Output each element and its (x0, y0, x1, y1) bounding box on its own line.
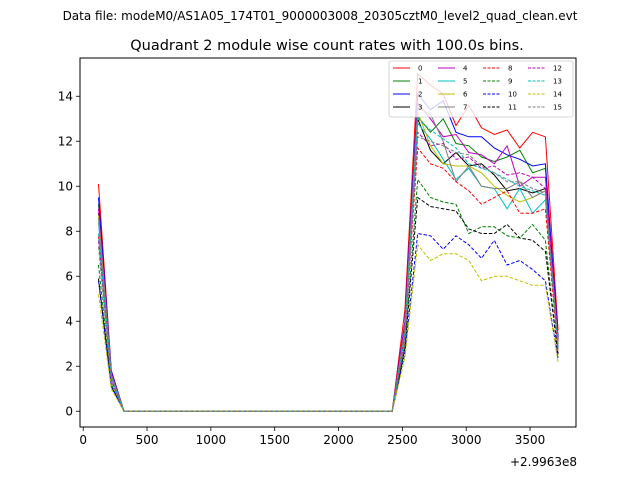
legend-label-2: 2 (418, 91, 422, 99)
y-axis: 0 2 4 6 8 10 12 14 (58, 89, 80, 418)
series-line-13 (98, 117, 559, 412)
x-tick-label: 3000 (451, 433, 482, 447)
legend-label-14: 14 (553, 91, 562, 99)
legend-label-15: 15 (553, 104, 562, 112)
series-line-6 (98, 111, 559, 412)
legend-label-7: 7 (463, 104, 467, 112)
series-line-2 (98, 92, 559, 412)
legend-label-12: 12 (553, 65, 562, 73)
y-tick-label: 8 (65, 224, 73, 238)
series-line-15 (98, 136, 559, 412)
series-line-12 (98, 131, 559, 412)
legend-label-9: 9 (508, 78, 512, 86)
series-line-14 (98, 243, 559, 412)
legend-label-10: 10 (508, 91, 517, 99)
series-lines (98, 72, 559, 412)
series-line-0 (98, 72, 559, 412)
y-tick-label: 4 (65, 314, 73, 328)
legend-label-1: 1 (418, 78, 422, 86)
x-axis-offset-label: +2.9963e8 (510, 455, 577, 469)
y-tick-label: 10 (58, 179, 73, 193)
x-tick-label: 500 (136, 433, 159, 447)
plot-frame (79, 57, 577, 428)
x-tick-label: 3500 (515, 433, 546, 447)
legend-label-5: 5 (463, 78, 467, 86)
series-line-9 (98, 178, 559, 412)
y-tick-label: 6 (65, 269, 73, 283)
x-axis: 0 500 1000 1500 2000 2500 3000 3500 (79, 427, 545, 447)
series-line-4 (98, 101, 559, 412)
y-tick-label: 12 (58, 134, 73, 148)
x-tick-label: 2000 (323, 433, 354, 447)
x-tick-label: 2500 (387, 433, 418, 447)
y-tick-label: 2 (65, 359, 73, 373)
series-line-10 (98, 232, 559, 412)
x-tick-label: 1500 (259, 433, 290, 447)
x-tick-label: 0 (79, 433, 87, 447)
legend-label-11: 11 (508, 104, 517, 112)
y-tick-label: 14 (58, 89, 73, 103)
legend-label-8: 8 (508, 65, 512, 73)
legend-label-0: 0 (418, 65, 422, 73)
legend-box (388, 60, 574, 118)
legend-label-4: 4 (463, 65, 468, 73)
legend-label-3: 3 (418, 104, 422, 112)
series-line-11 (98, 196, 559, 412)
y-tick-label: 0 (65, 404, 73, 418)
legend-label-6: 6 (463, 91, 468, 99)
chart-title: Quadrant 2 module wise count rates with … (130, 38, 524, 54)
legend-label-13: 13 (553, 78, 562, 86)
data-file-label: Data file: modeM0/AS1A05_174T01_90000030… (63, 9, 578, 23)
series-line-3 (98, 118, 559, 412)
x-tick-label: 1000 (196, 433, 227, 447)
series-line-7 (98, 106, 559, 412)
